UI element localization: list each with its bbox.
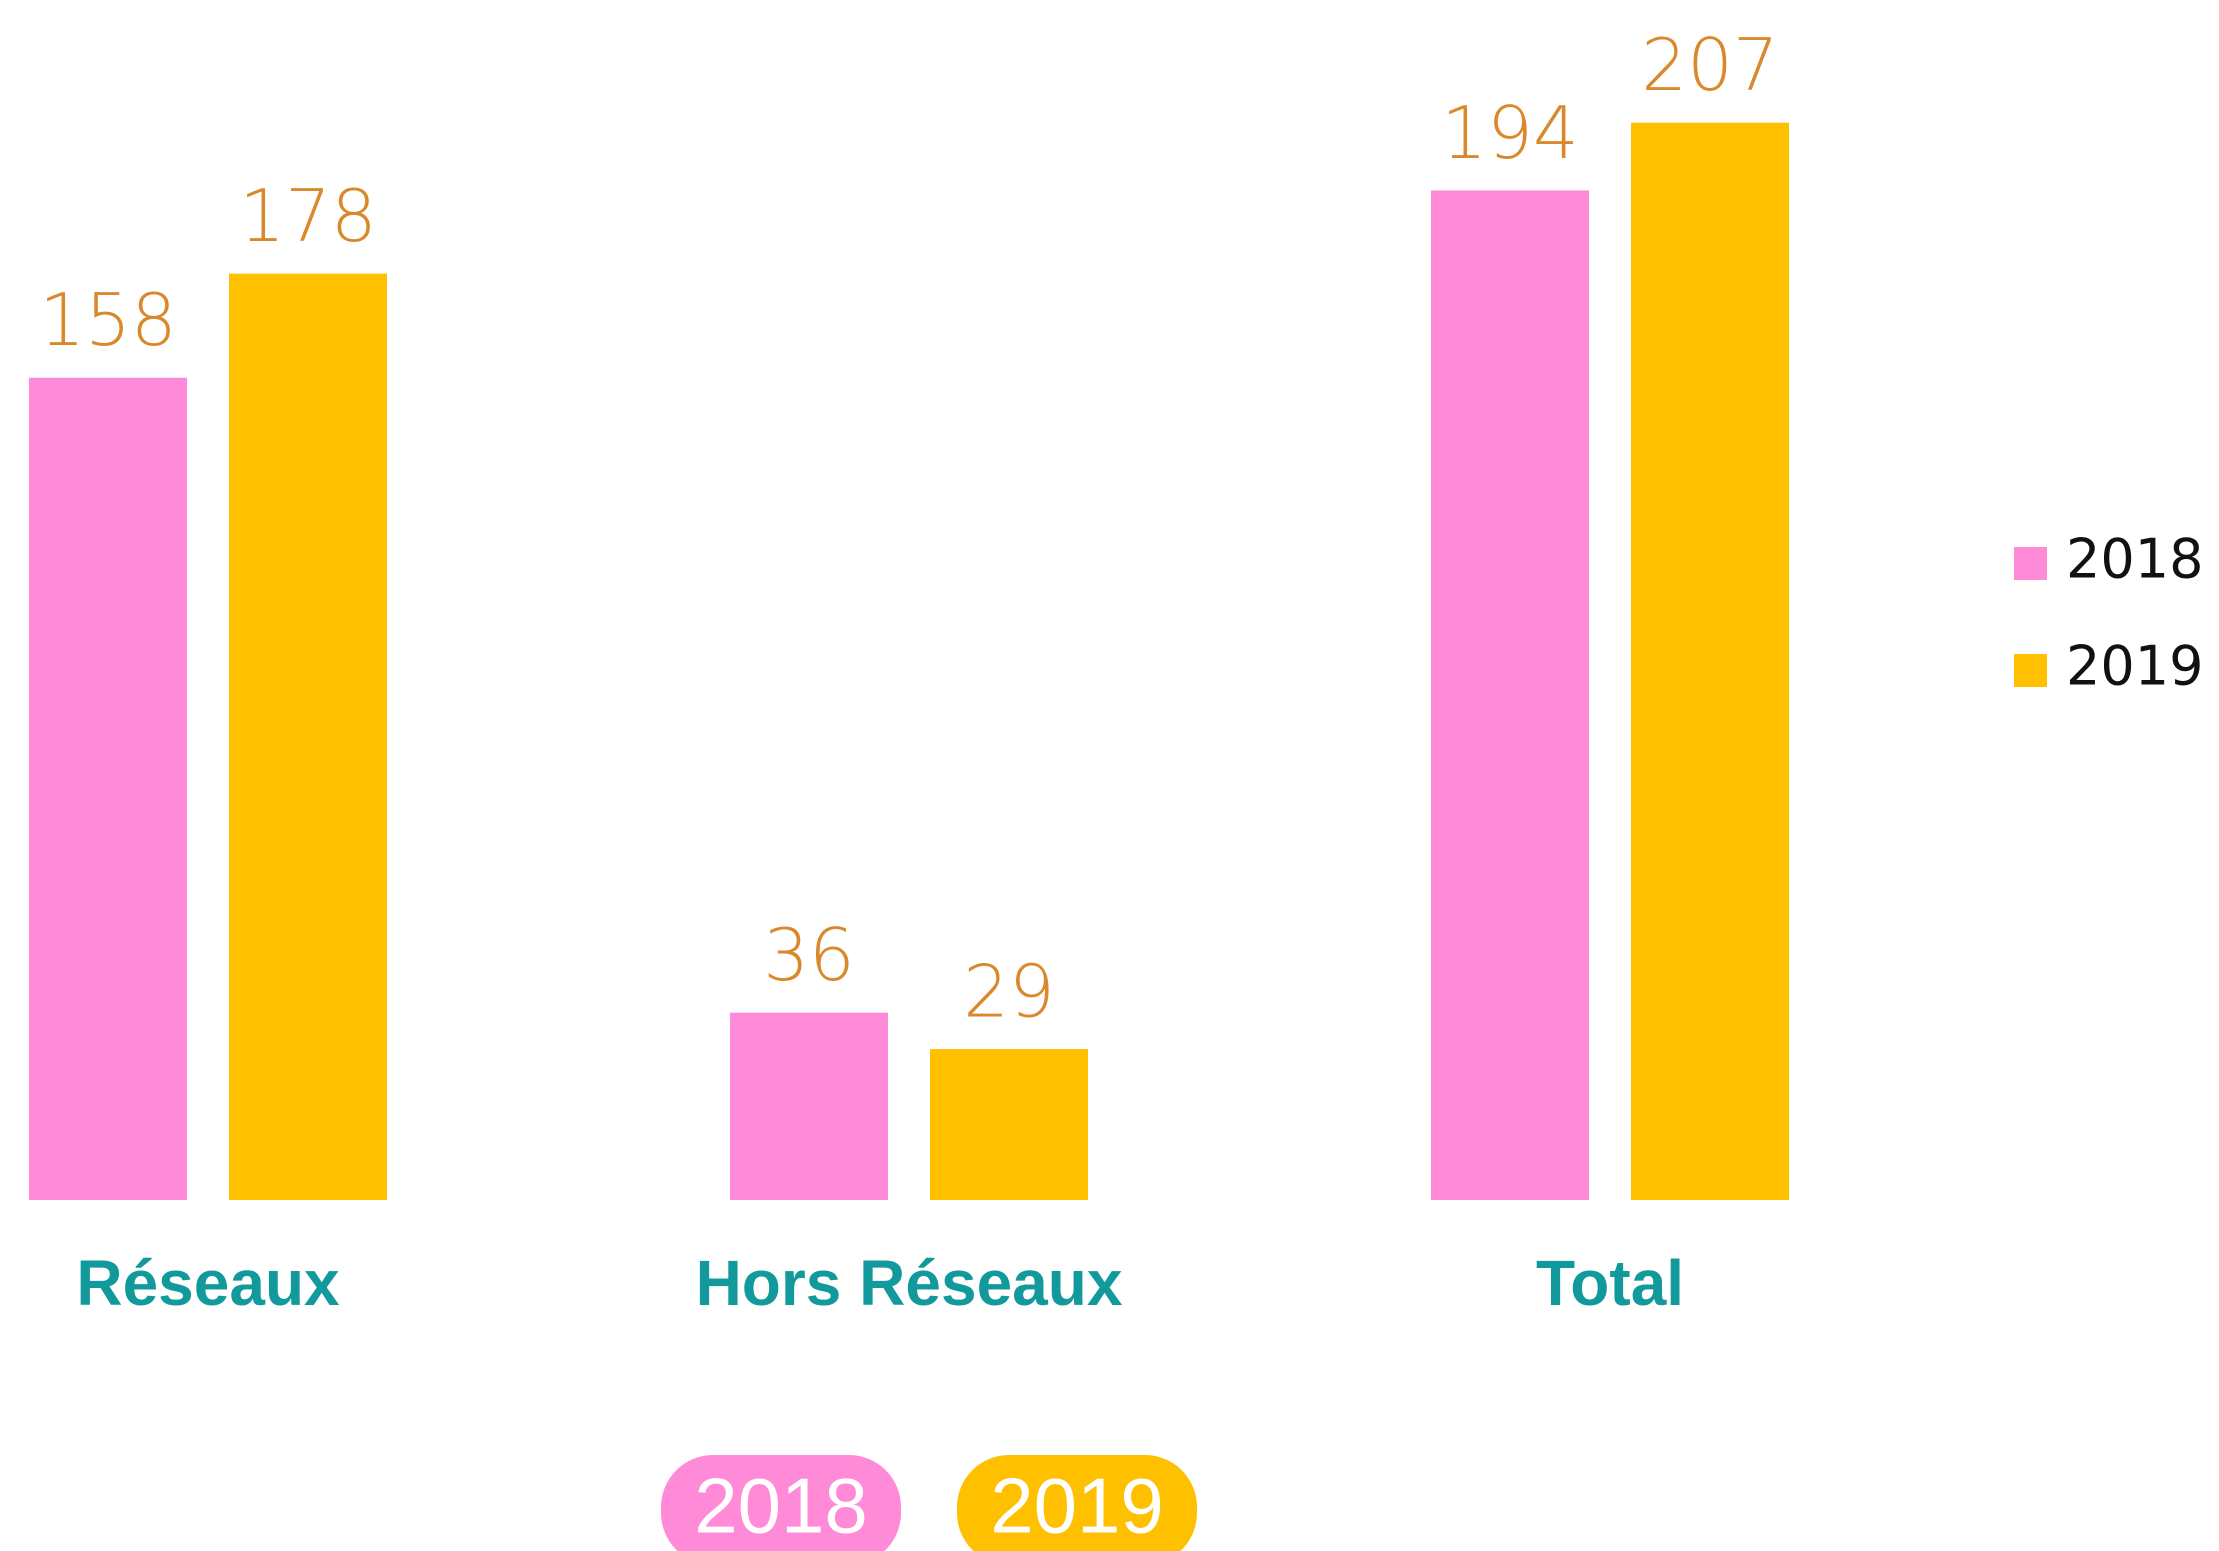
bar xyxy=(229,273,387,1200)
category-label: Réseaux xyxy=(76,1247,340,1319)
value-label: 194 xyxy=(1441,91,1578,175)
legend-swatch xyxy=(2014,547,2047,580)
value-label: 36 xyxy=(763,913,855,997)
legend-label: 2019 xyxy=(2066,635,2203,698)
value-label: 29 xyxy=(963,950,1055,1034)
value-label: 178 xyxy=(239,174,376,258)
bar xyxy=(930,1049,1088,1200)
bar xyxy=(1631,122,1789,1201)
bar xyxy=(1431,190,1589,1201)
legend-pill xyxy=(957,1455,1197,1551)
category-label: Hors Réseaux xyxy=(696,1247,1123,1319)
value-label: 207 xyxy=(1641,23,1778,107)
bar xyxy=(730,1012,888,1200)
value-label: 158 xyxy=(39,278,176,362)
legend-pill-label: 2018 xyxy=(694,1462,868,1550)
bar xyxy=(29,377,187,1201)
legend-pill-label: 2019 xyxy=(990,1462,1164,1550)
category-label: Total xyxy=(1536,1247,1684,1319)
legend-label: 2018 xyxy=(2066,528,2203,591)
legend-pill xyxy=(661,1455,901,1551)
legend-swatch xyxy=(2014,654,2047,687)
